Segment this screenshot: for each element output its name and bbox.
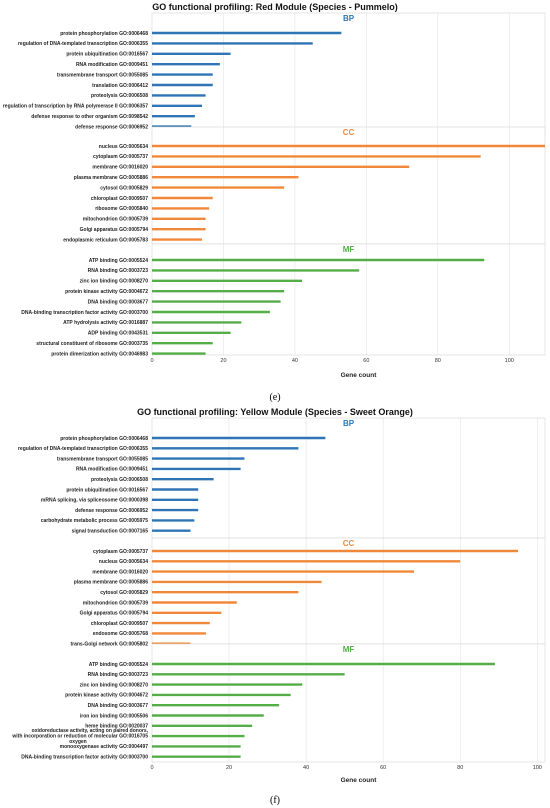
figure-caption: (f) — [270, 795, 280, 806]
category-label: oxidoreductase activity, acting on paire… — [11, 728, 148, 745]
category-label: protein ubiquitination GO:0016567 — [66, 487, 148, 493]
category-label: protein kinase activity GO:0004672 — [65, 289, 148, 295]
category-label: heme binding GO:0020037 — [85, 724, 148, 730]
category-label: cytoplasm GO:0005737 — [93, 154, 148, 160]
category-label: plasma membrane GO:0005886 — [74, 175, 148, 181]
category-label: RNA binding GO:0003723 — [88, 268, 149, 274]
x-tick-label: 60 — [363, 358, 369, 364]
category-label: cytoplasm GO:0005737 — [93, 549, 148, 555]
category-label: ribosome GO:0005840 — [95, 206, 148, 212]
x-tick-label: 20 — [220, 358, 226, 364]
x-tick-label: 40 — [303, 765, 309, 771]
x-tick-label: 0 — [150, 358, 153, 364]
chart-title: GO functional profiling: Yellow Module (… — [137, 407, 413, 417]
category-label: mitochondrion GO:0005739 — [83, 600, 149, 606]
category-label: regulation of DNA-templated transcriptio… — [18, 446, 148, 452]
category-label: ATP binding GO:0005524 — [89, 662, 148, 668]
category-label: defense response GO:0006952 — [75, 508, 148, 514]
category-label: membrane GO:0016020 — [92, 569, 148, 575]
category-label: RNA binding GO:0003723 — [88, 672, 149, 678]
category-label: transmembrane transport GO:0055085 — [57, 456, 148, 462]
category-label: translation GO:0006412 — [92, 83, 148, 89]
section-label-mf: MF — [343, 245, 355, 254]
chart-panel-0: GO functional profiling: Red Module (Spe… — [3, 2, 546, 403]
x-axis-label: Gene count — [341, 777, 378, 784]
x-tick-label: 100 — [533, 765, 542, 771]
category-label: regulation of transcription by RNA polym… — [3, 104, 148, 110]
chart-panel-1: GO functional profiling: Yellow Module (… — [11, 407, 546, 806]
category-label: DNA-binding transcription factor activit… — [21, 755, 148, 761]
category-label: trans-Golgi network GO:0005802 — [70, 642, 148, 648]
x-tick-label: 100 — [505, 358, 514, 364]
category-label: DNA-binding transcription factor activit… — [21, 310, 148, 316]
x-tick-label: 40 — [292, 358, 298, 364]
category-label: proteolysis GO:0006508 — [91, 477, 148, 483]
category-label: DNA binding GO:0003677 — [88, 703, 149, 709]
category-label: nucleus GO:0005634 — [99, 559, 148, 565]
category-label: Golgi apparatus GO:0005794 — [80, 611, 149, 617]
category-label: RNA modification GO:0009451 — [76, 62, 148, 68]
category-label: structural constituent of ribosome GO:00… — [36, 341, 148, 347]
category-label: protein kinase activity GO:0004672 — [65, 693, 148, 699]
x-tick-label: 80 — [457, 765, 463, 771]
category-label: chloroplast GO:0009507 — [91, 196, 148, 202]
category-label: cytosol GO:0005829 — [100, 185, 148, 191]
category-label: cytosol GO:0005829 — [100, 590, 148, 596]
x-axis-label: Gene count — [341, 372, 378, 379]
category-label: protein phosphorylation GO:0006468 — [60, 31, 148, 37]
section-panel-mf — [151, 243, 546, 356]
category-label: membrane GO:0016020 — [92, 165, 148, 171]
category-label: Golgi apparatus GO:0005794 — [80, 227, 149, 233]
category-label: protein ubiquitination GO:0016567 — [66, 52, 148, 58]
category-label: defense response GO:0006952 — [75, 124, 148, 130]
figure-caption: (e) — [269, 392, 280, 403]
section-label-cc: CC — [343, 128, 355, 137]
category-label: regulation of DNA-templated transcriptio… — [18, 41, 148, 47]
category-label: protein dimerization activity GO:0046983 — [51, 351, 148, 357]
category-label: signal transduction GO:0007165 — [72, 529, 149, 535]
section-label-cc: CC — [343, 539, 355, 548]
category-label: proteolysis GO:0006508 — [91, 93, 148, 99]
chart-title: GO functional profiling: Red Module (Spe… — [152, 2, 398, 12]
section-label-mf: MF — [343, 645, 355, 654]
category-label: RNA modification GO:0009451 — [76, 467, 148, 473]
x-tick-label: 0 — [150, 765, 153, 771]
category-label: plasma membrane GO:0005886 — [74, 580, 148, 586]
category-label: mRNA splicing, via spliceosome GO:000039… — [41, 498, 148, 504]
category-label: defense response to other organism GO:00… — [31, 114, 148, 120]
category-label: ADP binding GO:0043531 — [88, 331, 148, 337]
category-label: ATP hydrolysis activity GO:0016887 — [63, 320, 148, 326]
category-label: mitochondrion GO:0005739 — [83, 217, 149, 223]
category-label: transmembrane transport GO:0055085 — [57, 72, 148, 78]
category-label: zinc ion binding GO:0008270 — [80, 682, 149, 688]
category-label: nucleus GO:0005634 — [99, 144, 148, 150]
category-label: protein phosphorylation GO:0006468 — [60, 436, 148, 442]
section-panel-cc — [151, 126, 546, 245]
section-label-bp: BP — [343, 419, 355, 428]
category-label: endoplasmic reticulum GO:0005783 — [63, 237, 148, 243]
category-label: monooxygenase activity GO:0004497 — [60, 744, 149, 750]
x-tick-label: 20 — [226, 765, 232, 771]
category-label: zinc ion binding GO:0008270 — [80, 279, 149, 285]
category-label: iron ion binding GO:0005506 — [80, 713, 148, 719]
category-label: carbohydrate metabolic process GO:000597… — [41, 518, 148, 524]
category-label: ATP binding GO:0005524 — [89, 258, 148, 264]
category-label: chloroplast GO:0009507 — [91, 621, 148, 627]
section-label-bp: BP — [343, 14, 355, 23]
section-panel-mf — [151, 643, 546, 763]
x-tick-label: 80 — [435, 358, 441, 364]
category-label: DNA binding GO:0003677 — [88, 299, 149, 305]
category-label: endosome GO:0005768 — [93, 631, 149, 637]
x-tick-label: 60 — [380, 765, 386, 771]
